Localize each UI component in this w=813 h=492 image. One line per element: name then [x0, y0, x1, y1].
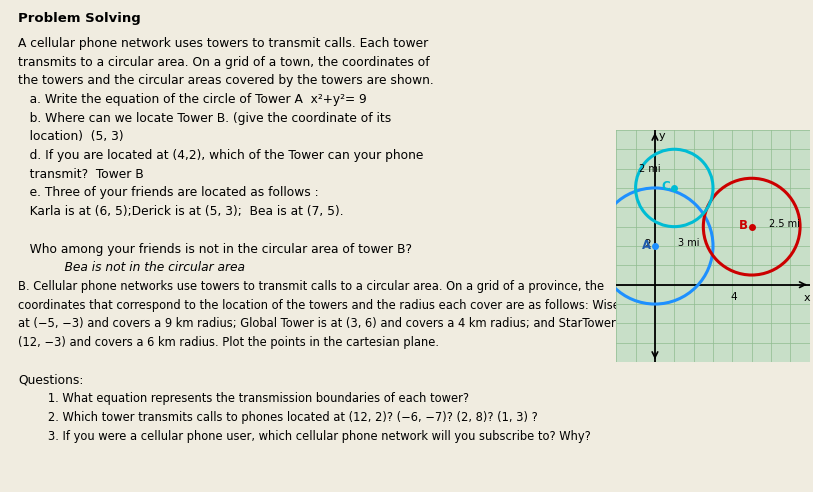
Text: B. Cellular phone networks use towers to transmit calls to a circular area. On a: B. Cellular phone networks use towers to… [19, 280, 605, 293]
Text: e. Three of your friends are located as follows :: e. Three of your friends are located as … [19, 186, 319, 199]
Text: transmit?  Tower B: transmit? Tower B [19, 168, 144, 181]
Text: b. Where can we locate Tower B. (give the coordinate of its: b. Where can we locate Tower B. (give th… [19, 112, 392, 124]
Text: Questions:: Questions: [19, 373, 84, 386]
Text: Karla is at (6, 5);Derick is at (5, 3);  Bea is at (7, 5).: Karla is at (6, 5);Derick is at (5, 3); … [19, 205, 344, 218]
Text: transmits to a circular area. On a grid of a town, the coordinates of: transmits to a circular area. On a grid … [19, 56, 430, 68]
Text: Problem Solving: Problem Solving [19, 12, 141, 25]
Text: B: B [739, 219, 748, 232]
Text: y: y [659, 131, 666, 141]
Text: 3 mi: 3 mi [678, 238, 700, 248]
Text: the towers and the circular areas covered by the towers are shown.: the towers and the circular areas covere… [19, 74, 434, 87]
Text: a. Write the equation of the circle of Tower A  x²+y²= 9: a. Write the equation of the circle of T… [19, 93, 367, 106]
Text: 2. Which tower transmits calls to phones located at (12, 2)? (−6, −7)? (2, 8)? (: 2. Which tower transmits calls to phones… [37, 411, 537, 424]
Text: 1. What equation represents the transmission boundaries of each tower?: 1. What equation represents the transmis… [37, 392, 469, 405]
Text: Who among your friends is not in the circular area of tower B?: Who among your friends is not in the cir… [19, 243, 412, 255]
Text: d. If you are located at (4,2), which of the Tower can your phone: d. If you are located at (4,2), which of… [19, 149, 424, 162]
Text: coordinates that correspond to the location of the towers and the radius each co: coordinates that correspond to the locat… [19, 299, 667, 311]
Text: at (−5, −3) and covers a 9 km radius; Global Tower is at (3, 6) and covers a 4 k: at (−5, −3) and covers a 9 km radius; Gl… [19, 317, 645, 330]
Text: 2: 2 [645, 239, 651, 249]
Text: location)  (5, 3): location) (5, 3) [19, 130, 124, 143]
Text: A cellular phone network uses towers to transmit calls. Each tower: A cellular phone network uses towers to … [19, 37, 428, 50]
Text: 2.5 mi: 2.5 mi [769, 218, 800, 229]
Text: A: A [642, 239, 651, 251]
Text: x: x [803, 293, 811, 304]
Text: 3. If you were a cellular phone user, which cellular phone network will you subs: 3. If you were a cellular phone user, wh… [37, 430, 590, 442]
Text: 2 mi: 2 mi [640, 164, 661, 175]
Text: Bea is not in the circular area: Bea is not in the circular area [19, 261, 246, 274]
Text: 4: 4 [730, 292, 737, 303]
Text: (12, −3) and covers a 6 km radius. Plot the points in the cartesian plane.: (12, −3) and covers a 6 km radius. Plot … [19, 336, 439, 349]
Text: C: C [662, 181, 671, 193]
